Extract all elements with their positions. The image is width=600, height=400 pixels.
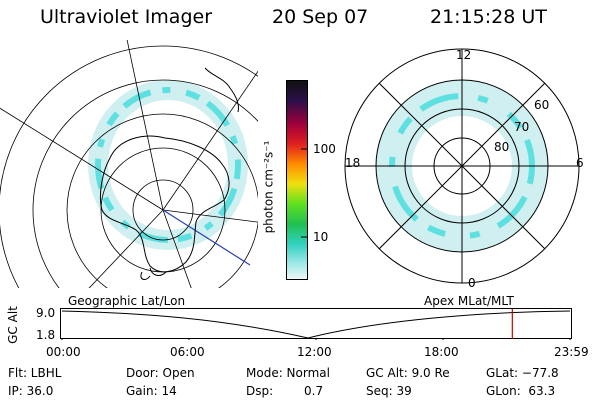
mlat-label-60: 60: [534, 98, 550, 112]
instrument-title: Ultraviolet Imager: [40, 6, 213, 28]
filter-info: Flt: LBHL: [8, 366, 62, 380]
timeline-left-title: Geographic Lat/Lon: [68, 294, 186, 308]
geographic-map: [0, 40, 258, 288]
coastline: [140, 267, 167, 280]
mlt-meridians: [345, 49, 579, 283]
colorbar: [286, 80, 308, 280]
latitude-circles: [0, 45, 258, 288]
aurora-oval-bright: [95, 87, 241, 243]
timeline-xtick-1: 06:00: [170, 345, 205, 359]
colorbar-tick-10: 10: [313, 230, 329, 244]
gain-info: Gain: 14: [126, 384, 177, 398]
timeline-xtick-3: 18:00: [424, 345, 459, 359]
glat-info: GLat: −77.8: [486, 366, 559, 380]
dsp-value: 0.7: [304, 384, 324, 398]
mlt-label-18: 18: [345, 156, 361, 170]
timeline-xtick-2: 12:00: [297, 345, 332, 359]
glon-info: GLon: 63.3: [486, 384, 556, 398]
mlt-label-6: 6: [576, 156, 584, 170]
colorbar-tick-100: 100: [313, 142, 336, 156]
timeline-ytick-bottom: 1.8: [36, 328, 56, 342]
coastline-north: [204, 67, 239, 113]
mlt-label-12: 12: [456, 48, 472, 62]
timeline-xtick-4: 23:59: [554, 345, 589, 359]
meridians: [0, 40, 258, 288]
dsp-label: Dsp:: [246, 384, 274, 398]
subsatellite-line: [162, 209, 251, 266]
ip-info: IP: 36.0: [8, 384, 54, 398]
time-label: 21:15:28 UT: [430, 6, 547, 28]
mlat-label-80: 80: [494, 140, 510, 154]
altitude-curve: [61, 310, 571, 339]
mlat-polar-map: [344, 48, 580, 284]
timeline-ytick-top: 9.0: [36, 306, 56, 320]
colorbar-unit-label: photon cm⁻²s⁻¹: [261, 140, 276, 234]
mode-info: Mode: Normal: [246, 366, 330, 380]
date-label: 20 Sep 07: [272, 6, 369, 28]
door-info: Door: Open: [126, 366, 195, 380]
timeline-axis-label: GC Alt: [5, 306, 20, 344]
timeline-xtick-0: 00:00: [46, 345, 81, 359]
mlat-label-70: 70: [514, 120, 530, 134]
seq-info: Seq: 39: [366, 384, 412, 398]
continent-outline: [99, 135, 230, 273]
gc-alt-info: GC Alt: 9.0 Re: [366, 366, 450, 380]
mlt-label-0: 0: [468, 276, 476, 290]
altitude-timeline-plot: [60, 308, 572, 340]
timeline-right-title: Apex MLat/MLT: [424, 294, 514, 308]
